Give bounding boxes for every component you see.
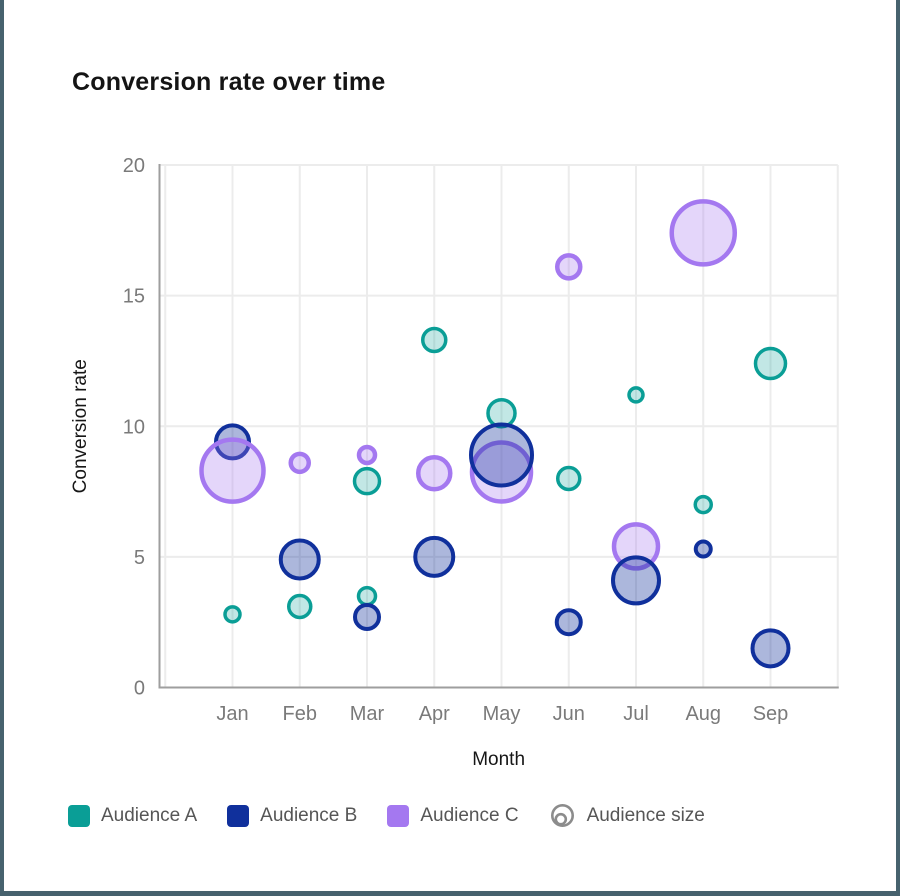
y-tick-label: 0 bbox=[134, 678, 145, 700]
bubble-audience-b-mar bbox=[353, 602, 381, 631]
bubble-audience-a-mar bbox=[352, 466, 382, 496]
x-tick-label: Jan bbox=[216, 703, 248, 725]
bubble-audience-b-sep bbox=[750, 628, 791, 669]
bubble-audience-c-feb bbox=[288, 451, 311, 475]
x-axis-title: Month bbox=[472, 749, 525, 770]
bubble-audience-b-may bbox=[469, 422, 534, 488]
bubble-audience-b-apr bbox=[413, 535, 456, 578]
audience-c-swatch bbox=[387, 804, 410, 827]
chart-title: Conversion rate over time bbox=[72, 68, 386, 96]
legend-label: Audience B bbox=[260, 804, 358, 826]
x-tick-label: Sep bbox=[753, 703, 789, 725]
bubble-audience-c-apr bbox=[416, 455, 453, 492]
y-tick-label: 10 bbox=[123, 416, 145, 438]
legend-item-audience-a[interactable]: Audience A bbox=[68, 804, 198, 827]
x-tick-label: Mar bbox=[350, 703, 385, 725]
bubble-audience-b-jul bbox=[611, 555, 661, 606]
bubble-audience-c-may bbox=[469, 440, 534, 504]
bubble-audience-a-jan bbox=[223, 605, 242, 624]
legend-item-audience-c[interactable]: Audience C bbox=[387, 804, 519, 827]
audience-b-swatch bbox=[227, 804, 250, 827]
legend-label: Audience A bbox=[101, 804, 198, 826]
x-tick-label: Jul bbox=[623, 703, 649, 725]
bubble-audience-a-mar bbox=[356, 585, 378, 607]
bubble-audience-a-aug bbox=[693, 494, 713, 515]
bubble-audience-b-feb bbox=[278, 538, 321, 581]
chart-legend: Audience A Audience B Audience C Audienc… bbox=[68, 802, 705, 829]
x-tick-label: Feb bbox=[283, 703, 317, 725]
bubble-audience-c-aug bbox=[669, 199, 737, 267]
bubble-audience-c-jan bbox=[199, 437, 266, 504]
bubble-audience-a-sep bbox=[753, 346, 788, 381]
x-tick-label: Apr bbox=[419, 703, 450, 725]
bubble-audience-a-jul bbox=[627, 386, 645, 404]
legend-label: Audience C bbox=[420, 804, 519, 826]
y-tick-label: 20 bbox=[123, 155, 145, 177]
bubble-audience-c-jul bbox=[611, 522, 661, 571]
bubble-audience-b-jun bbox=[554, 608, 583, 637]
bubble-audience-a-feb bbox=[287, 593, 313, 620]
legend-label: Audience size bbox=[586, 804, 705, 826]
bubble-audience-a-may bbox=[486, 397, 517, 429]
bubble-chart-canvas: 0 5 10 15 20 Jan Feb Mar Apr May Jun Jul Aug Sep Month… bbox=[70, 155, 839, 770]
bubble-audience-c-jun bbox=[555, 253, 583, 281]
bubble-audience-c-mar bbox=[356, 444, 378, 466]
bubble-audience-a-jun bbox=[556, 465, 582, 492]
x-tick-label: Jun bbox=[553, 703, 585, 725]
y-tick-label: 15 bbox=[123, 286, 145, 308]
y-tick-label: 5 bbox=[134, 547, 145, 569]
x-tick-label: May bbox=[483, 703, 521, 725]
legend-item-audience-size: Audience size bbox=[549, 802, 705, 829]
bubble-size-icon bbox=[550, 804, 574, 827]
bubble-audience-a-apr bbox=[421, 326, 448, 354]
legend-item-audience-b[interactable]: Audience B bbox=[227, 804, 358, 827]
y-axis-title: Conversion rate bbox=[70, 359, 91, 493]
x-tick-label: Aug bbox=[685, 703, 721, 725]
audience-a-swatch bbox=[68, 804, 90, 827]
bubble-audience-b-aug bbox=[693, 539, 713, 559]
